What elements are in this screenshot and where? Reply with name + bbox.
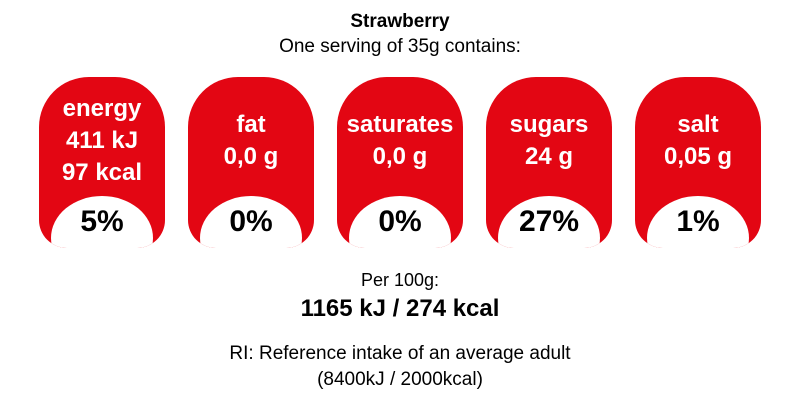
nutrient-badge-sugars: sugars 24 g 27% <box>486 77 612 248</box>
badge-content: salt 0,05 g <box>635 77 761 205</box>
percent-value: 0% <box>378 205 422 238</box>
badge-content: sugars 24 g <box>486 77 612 205</box>
badge-content: saturates 0,0 g <box>337 77 463 205</box>
nutrient-amount-kcal: 97 kcal <box>61 159 143 186</box>
nutrient-amount: 0,0 g <box>223 143 279 170</box>
product-title: Strawberry <box>350 11 450 32</box>
badge-content: energy 411 kJ 97 kcal <box>39 77 165 205</box>
nutrient-badge-energy: energy 411 kJ 97 kcal 5% <box>39 77 165 248</box>
nutrient-name: fat <box>236 111 266 138</box>
nutrient-amount: 0,0 g <box>372 143 428 170</box>
nutrient-badge-saturates: saturates 0,0 g 0% <box>337 77 463 248</box>
nutrient-name: saturates <box>346 111 454 138</box>
reference-intake-line2: (8400kJ / 2000kcal) <box>317 369 483 390</box>
per-100g-value: 1165 kJ / 274 kcal <box>300 295 500 322</box>
serving-info: One serving of 35g contains: <box>279 36 521 57</box>
nutrient-name: sugars <box>509 111 589 138</box>
nutrient-name: salt <box>677 111 719 138</box>
reference-intake-line1: RI: Reference intake of an average adult <box>229 343 571 364</box>
badge-content: fat 0,0 g <box>188 77 314 205</box>
percent-value: 0% <box>229 205 273 238</box>
nutrient-name: energy <box>62 95 142 122</box>
percent-value: 5% <box>80 205 124 238</box>
nutrient-badges-row: energy 411 kJ 97 kcal 5% fat 0,0 g 0% sa… <box>0 77 800 248</box>
per-100g-label: Per 100g: <box>360 270 440 290</box>
nutrient-badge-fat: fat 0,0 g 0% <box>188 77 314 248</box>
percent-value: 1% <box>676 205 720 238</box>
percent-value: 27% <box>518 205 580 238</box>
reference-intake-note: RI: Reference intake of an average adult… <box>0 341 800 393</box>
nutrient-badge-salt: salt 0,05 g 1% <box>635 77 761 248</box>
nutrient-amount: 0,05 g <box>663 143 733 170</box>
nutrient-amount-kj: 411 kJ <box>65 127 139 154</box>
nutrient-amount: 24 g <box>524 143 574 170</box>
